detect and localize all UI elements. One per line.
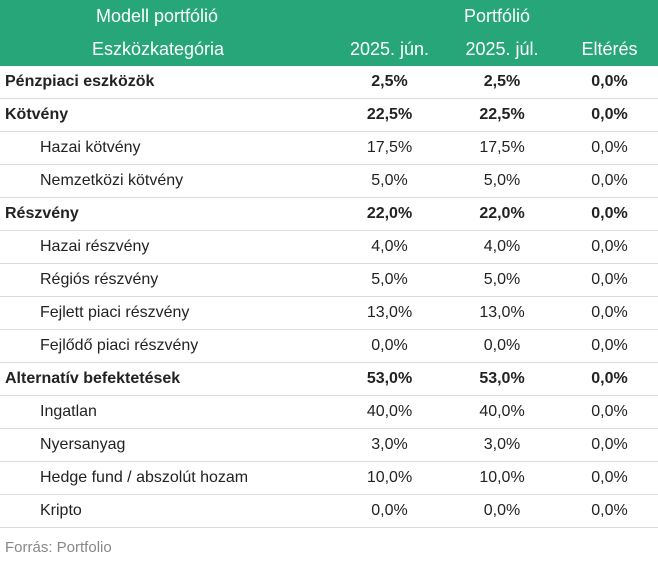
table-row: Nyersanyag 3,0% 3,0% 0,0% [0, 428, 658, 462]
table-row: Részvény 22,0% 22,0% 0,0% [0, 197, 658, 231]
june-value: 4,0% [336, 230, 443, 264]
june-value: 40,0% [336, 395, 443, 429]
row-label: Alternatív befektetések [0, 362, 336, 396]
june-value: 2,5% [336, 66, 443, 99]
june-value: 22,0% [336, 197, 443, 231]
portfolio-group-heading: Portfólió [463, 6, 531, 26]
row-label: Nyersanyag [0, 428, 336, 462]
difference-value: 0,0% [561, 230, 658, 264]
difference-value: 0,0% [561, 362, 658, 396]
july-value: 53,0% [443, 362, 561, 396]
july-value: 5,0% [443, 263, 561, 297]
june-value: 0,0% [336, 329, 443, 363]
difference-value: 0,0% [561, 66, 658, 99]
table-header: Modell portfólió Portfólió Eszközkategór… [0, 0, 658, 66]
table-row: Alternatív befektetések 53,0% 53,0% 0,0% [0, 362, 658, 396]
june-value: 5,0% [336, 263, 443, 297]
difference-value: 0,0% [561, 329, 658, 363]
july-value: 10,0% [443, 461, 561, 495]
row-label: Régiós részvény [0, 263, 336, 297]
difference-value: 0,0% [561, 494, 658, 528]
june-value: 5,0% [336, 164, 443, 198]
july-value: 0,0% [443, 329, 561, 363]
table-row: Hedge fund / abszolút hozam 10,0% 10,0% … [0, 461, 658, 495]
table-body: Pénzpiaci eszközök 2,5% 2,5% 0,0% Kötvén… [0, 66, 658, 528]
row-label: Kötvény [0, 98, 336, 132]
model-portfolio-heading: Modell portfólió [96, 6, 219, 26]
july-value: 3,0% [443, 428, 561, 462]
row-label: Pénzpiaci eszközök [0, 66, 336, 99]
table-row: Hazai kötvény 17,5% 17,5% 0,0% [0, 131, 658, 165]
header-row-bottom: Eszközkategória 2025. jún. 2025. júl. El… [0, 33, 658, 66]
row-label: Ingatlan [0, 395, 336, 429]
header-row-top: Modell portfólió Portfólió [0, 0, 658, 33]
july-value: 22,0% [443, 197, 561, 231]
difference-column-heading: Eltérés [581, 39, 638, 59]
row-label: Fejlett piaci részvény [0, 296, 336, 330]
difference-value: 0,0% [561, 395, 658, 429]
table-row: Nemzetközi kötvény 5,0% 5,0% 0,0% [0, 164, 658, 198]
june-column-heading: 2025. jún. [349, 39, 430, 59]
july-value: 22,5% [443, 98, 561, 132]
table-row: Hazai részvény 4,0% 4,0% 0,0% [0, 230, 658, 264]
june-value: 10,0% [336, 461, 443, 495]
difference-value: 0,0% [561, 197, 658, 231]
category-column-heading: Eszközkategória [92, 39, 225, 59]
difference-value: 0,0% [561, 98, 658, 132]
model-portfolio-table: Modell portfólió Portfólió Eszközkategór… [0, 0, 658, 528]
table-row: Fejlett piaci részvény 13,0% 13,0% 0,0% [0, 296, 658, 330]
row-label: Hazai kötvény [0, 131, 336, 165]
june-value: 0,0% [336, 494, 443, 528]
july-value: 4,0% [443, 230, 561, 264]
difference-value: 0,0% [561, 296, 658, 330]
row-label: Részvény [0, 197, 336, 231]
july-value: 40,0% [443, 395, 561, 429]
difference-value: 0,0% [561, 461, 658, 495]
table-row: Pénzpiaci eszközök 2,5% 2,5% 0,0% [0, 66, 658, 99]
june-value: 13,0% [336, 296, 443, 330]
july-value: 17,5% [443, 131, 561, 165]
difference-value: 0,0% [561, 131, 658, 165]
row-label: Kripto [0, 494, 336, 528]
table-row: Ingatlan 40,0% 40,0% 0,0% [0, 395, 658, 429]
june-value: 3,0% [336, 428, 443, 462]
row-label: Nemzetközi kötvény [0, 164, 336, 198]
table-row: Fejlődő piaci részvény 0,0% 0,0% 0,0% [0, 329, 658, 363]
table-row: Régiós részvény 5,0% 5,0% 0,0% [0, 263, 658, 297]
july-value: 5,0% [443, 164, 561, 198]
row-label: Hedge fund / abszolút hozam [0, 461, 336, 495]
table-row: Kötvény 22,5% 22,5% 0,0% [0, 98, 658, 132]
difference-value: 0,0% [561, 428, 658, 462]
row-label: Hazai részvény [0, 230, 336, 264]
row-label: Fejlődő piaci részvény [0, 329, 336, 363]
july-value: 2,5% [443, 66, 561, 99]
june-value: 17,5% [336, 131, 443, 165]
june-value: 22,5% [336, 98, 443, 132]
difference-value: 0,0% [561, 263, 658, 297]
july-value: 0,0% [443, 494, 561, 528]
difference-value: 0,0% [561, 164, 658, 198]
source-note: Forrás: Portfolio [5, 539, 112, 556]
july-column-heading: 2025. júl. [465, 39, 539, 59]
table-row: Kripto 0,0% 0,0% 0,0% [0, 494, 658, 528]
june-value: 53,0% [336, 362, 443, 396]
july-value: 13,0% [443, 296, 561, 330]
